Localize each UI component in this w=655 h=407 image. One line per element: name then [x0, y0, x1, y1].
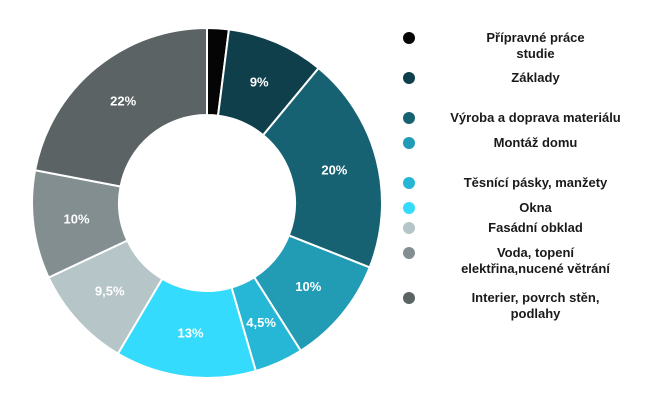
data-label-8: 22% — [110, 94, 136, 109]
data-label-1: 9% — [250, 74, 269, 89]
slice-2 — [261, 66, 383, 269]
data-label-5: 13% — [178, 325, 204, 340]
data-label-3: 10% — [295, 279, 321, 294]
data-label-6: 9,5% — [95, 284, 125, 299]
slice-8 — [33, 26, 208, 188]
data-label-7: 10% — [64, 211, 90, 226]
data-label-4: 4,5% — [246, 315, 276, 330]
data-label-2: 20% — [321, 162, 347, 177]
